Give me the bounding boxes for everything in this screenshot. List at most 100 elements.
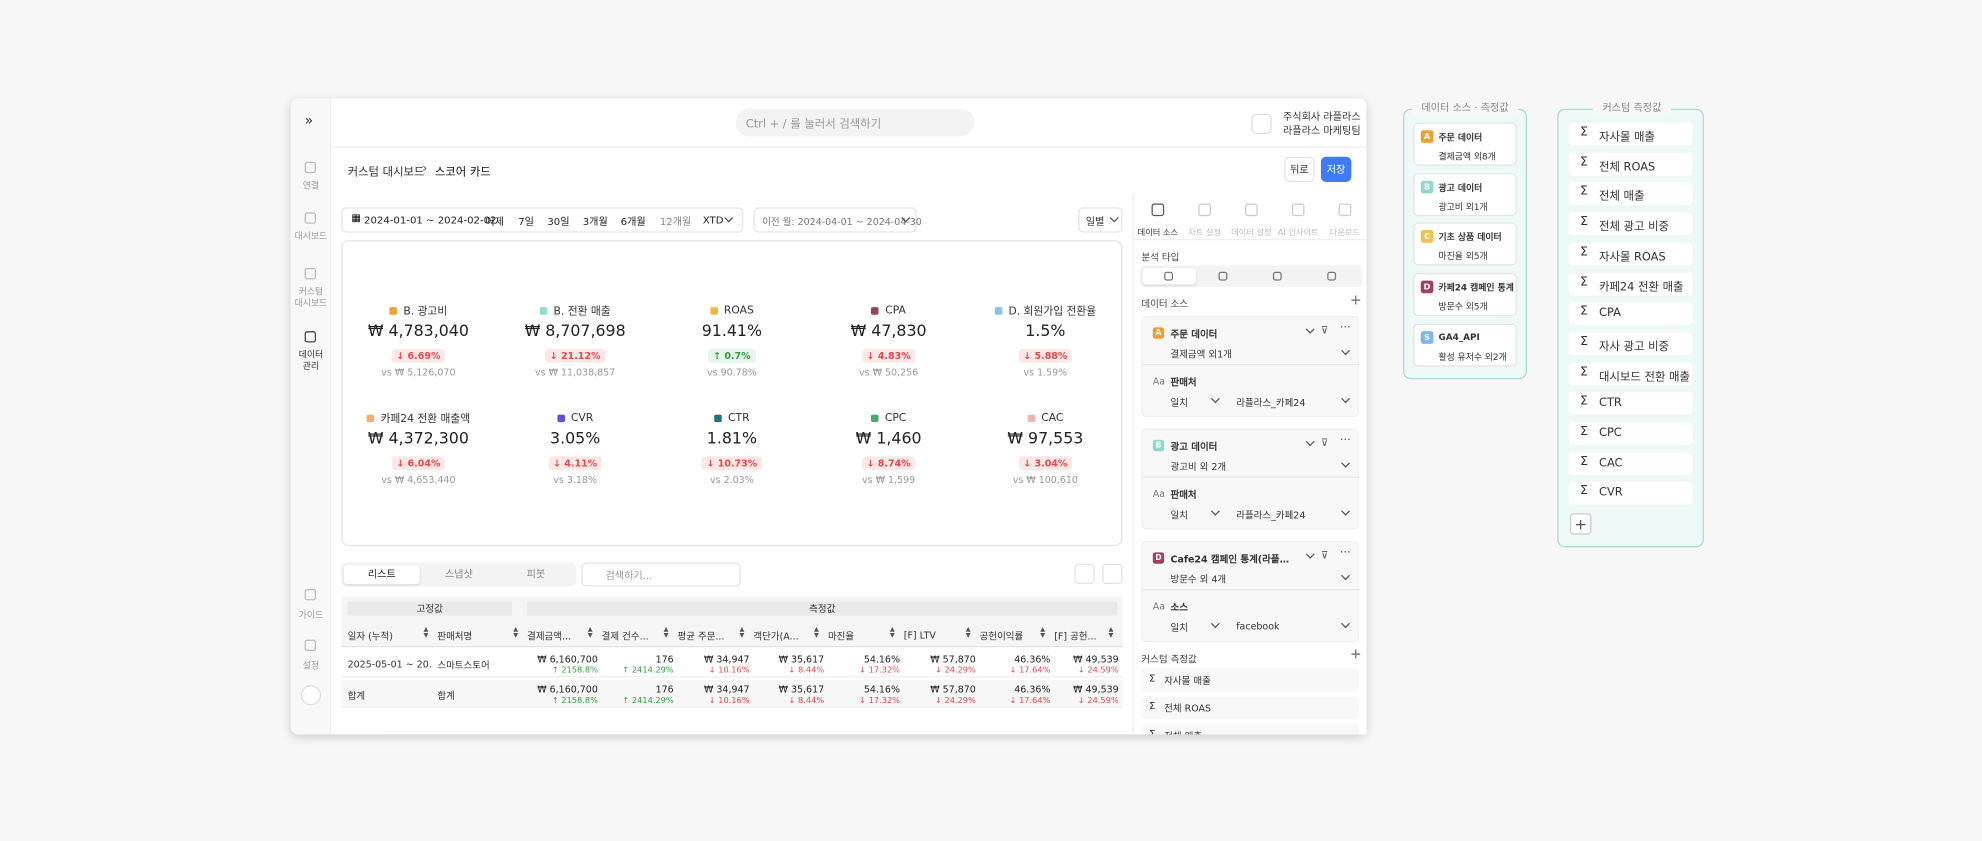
panel-tab[interactable]: 데이터 설정: [1231, 227, 1272, 238]
scorecard-name: CPC: [884, 411, 907, 425]
column-header[interactable]: 객단가(A...: [753, 630, 799, 643]
measure-item[interactable]: Σ CAC: [1568, 452, 1693, 475]
date-preset[interactable]: 7일: [518, 216, 534, 228]
measure-item[interactable]: Σ 전체 광고 비중: [1568, 212, 1693, 236]
filter-operator[interactable]: 일치: [1170, 396, 1188, 409]
panel-tab[interactable]: 차트 설정: [1188, 227, 1222, 238]
table-row: [341, 650, 1123, 678]
scorecard: CAC ₩ 97,553 ↓ 3.04% vs ₩ 100,610: [970, 411, 1122, 487]
date-range[interactable]: 2024-01-01 ~ 2024-02-02: [364, 214, 497, 227]
breadcrumb[interactable]: 커스텀 대시보드: [347, 166, 425, 180]
theme-toggle[interactable]: [300, 685, 322, 706]
add-custom-button[interactable]: +: [1349, 645, 1362, 663]
column-header[interactable]: 평균 주문...: [677, 630, 725, 643]
custom-measure[interactable]: Σ 전체 ROAS: [1141, 696, 1359, 720]
add-source-button[interactable]: +: [1349, 291, 1362, 309]
source-item[interactable]: B 광고 데이터 광고비 외1개: [1413, 172, 1517, 216]
more-icon[interactable]: ···: [1339, 322, 1351, 335]
back-button[interactable]: 뒤로: [1284, 156, 1315, 183]
search-box[interactable]: Ctrl + / 를 눌러서 검색하기: [735, 108, 975, 137]
date-preset[interactable]: XTD: [702, 214, 724, 227]
analysis-type-option[interactable]: [1251, 268, 1304, 284]
measure-item[interactable]: Σ CVR: [1568, 482, 1693, 505]
filter-operator[interactable]: 일치: [1170, 621, 1188, 634]
source-item-name: 기초 상품 데이터: [1438, 233, 1502, 244]
more-icon[interactable]: ···: [1339, 547, 1351, 560]
fullscreen-button[interactable]: [1102, 563, 1123, 584]
filter-icon[interactable]: ⊽: [1320, 324, 1329, 337]
analysis-type-option[interactable]: [1306, 268, 1359, 284]
measure-item[interactable]: Σ 전체 매출: [1568, 182, 1693, 206]
measure-item[interactable]: Σ 대시보드 전환 매출: [1568, 362, 1693, 386]
measure-item[interactable]: Σ 전체 ROAS: [1568, 152, 1693, 176]
view-tab[interactable]: 리스트: [343, 565, 420, 584]
measure-item[interactable]: Σ CPA: [1568, 302, 1693, 326]
measure-item[interactable]: Σ CPC: [1568, 422, 1693, 445]
icon: [1245, 203, 1258, 217]
source-item[interactable]: S GA4_API 활성 유저수 외2개: [1413, 323, 1517, 367]
save-button[interactable]: 저장: [1320, 156, 1352, 183]
column-header[interactable]: 결제금액...: [527, 630, 572, 643]
compare-range[interactable]: 이전 월: 2024-04-01 ~ 2024-04-30: [753, 207, 922, 233]
measure-select[interactable]: 광고비 외 2개: [1170, 461, 1227, 473]
custom-measure[interactable]: Σ 자사몰 매출: [1141, 668, 1359, 692]
custom-measure[interactable]: Σ 전체 매출: [1141, 724, 1359, 735]
date-preset[interactable]: 6개월: [620, 216, 646, 228]
column-header[interactable]: [F] LTV: [903, 629, 936, 641]
download-button[interactable]: [1074, 563, 1095, 584]
column-header[interactable]: 마진율: [827, 630, 855, 643]
source-item[interactable]: D 카페24 캠페인 통계 방문수 외5개: [1413, 273, 1517, 317]
sidebar-item[interactable]: 커스텀 대시보드: [294, 286, 328, 309]
more-icon[interactable]: ···: [1339, 434, 1351, 448]
filter-icon[interactable]: ⊽: [1320, 549, 1329, 562]
notification-button[interactable]: [1251, 113, 1272, 134]
source-item-detail: 활성 유저수 외2개: [1438, 352, 1507, 363]
sigma-icon: Σ: [1580, 394, 1589, 409]
analysis-type-option[interactable]: [1197, 268, 1250, 284]
analysis-type-option[interactable]: [1142, 267, 1196, 285]
group-label: 고정값: [416, 602, 443, 615]
measure-select[interactable]: 방문수 외 4개: [1170, 573, 1227, 586]
column-header[interactable]: 판매처명: [437, 630, 473, 643]
filter-icon[interactable]: ⊽: [1320, 437, 1329, 449]
sigma-icon: Σ: [1580, 215, 1589, 229]
filter-value[interactable]: 라플라스_카페24: [1236, 509, 1306, 521]
add-measure-button[interactable]: +: [1569, 513, 1592, 535]
column-header[interactable]: 일자 (누적): [347, 630, 393, 643]
panel-tab[interactable]: 다운로드: [1329, 227, 1361, 238]
column-header[interactable]: 공헌이익률: [979, 630, 1024, 643]
date-preset[interactable]: 30일: [547, 216, 570, 228]
scorecard: ROAS 91.41% ↑ 0.7% vs 90.78%: [656, 303, 808, 379]
measure-item[interactable]: Σ 자사몰 ROAS: [1568, 242, 1693, 266]
sidebar-item[interactable]: 연결: [302, 180, 320, 191]
measure-item[interactable]: Σ 자사몰 매출: [1568, 122, 1693, 146]
source-item[interactable]: A 주문 데이터 결제금액 외8개: [1413, 122, 1517, 166]
panel-tab[interactable]: AI 인사이트: [1277, 227, 1319, 238]
measure-item[interactable]: Σ 카페24 전환 매출: [1568, 272, 1693, 296]
icon: [1338, 203, 1352, 217]
date-preset[interactable]: 3개월: [582, 216, 608, 228]
sidebar-item[interactable]: 대시보드: [294, 231, 328, 242]
source-item[interactable]: C 기초 상품 데이터 마진율 외5개: [1413, 222, 1517, 266]
panel-tab[interactable]: 데이터 소스: [1137, 227, 1179, 238]
change-badge: ↓ 10.73%: [701, 455, 763, 470]
filter-value[interactable]: facebook: [1236, 620, 1280, 633]
measure-item[interactable]: Σ 자사 광고 비중: [1568, 332, 1693, 356]
view-tab[interactable]: 스냅샷: [421, 565, 497, 584]
date-preset[interactable]: 12개월: [659, 216, 692, 228]
filter-operator[interactable]: 일치: [1170, 509, 1188, 521]
column-header[interactable]: [F] 공헌...: [1054, 630, 1097, 643]
date-preset[interactable]: 어제: [485, 216, 505, 228]
column-header[interactable]: 결제 건수...: [601, 630, 649, 643]
sidebar-item[interactable]: 설정: [302, 661, 320, 672]
measure-item[interactable]: Σ CTR: [1568, 392, 1693, 415]
change-badge: ↑ 0.7%: [708, 348, 756, 363]
granularity-select[interactable]: 일별: [1078, 207, 1123, 233]
measure-select[interactable]: 결제금액 외1개: [1170, 348, 1232, 361]
sidebar-item[interactable]: 가이드: [298, 610, 324, 621]
sidebar: [290, 98, 332, 735]
table-search[interactable]: 검색하기...: [581, 562, 741, 587]
sidebar-item[interactable]: 데이터 관리: [298, 350, 324, 372]
filter-value[interactable]: 라플라스_카페24: [1236, 396, 1306, 409]
view-tab[interactable]: 피봇: [498, 565, 574, 584]
